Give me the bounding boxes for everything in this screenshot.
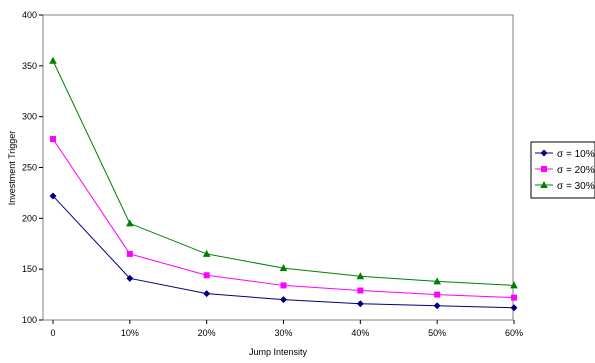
data-point	[510, 304, 518, 312]
data-point	[280, 296, 287, 304]
x-tick-label: 20%	[198, 328, 216, 338]
x-tick-label: 40%	[351, 328, 369, 338]
data-point	[50, 136, 56, 143]
y-tick-label: 100	[22, 315, 37, 325]
x-axis-title: Jump Intensity	[249, 347, 308, 357]
legend-marker	[540, 149, 548, 157]
legend-entry: σ = 10%	[535, 149, 595, 160]
y-tick-label: 250	[22, 163, 37, 173]
y-tick-label: 350	[22, 61, 37, 71]
data-point	[279, 264, 288, 272]
data-point	[434, 291, 441, 298]
legend-label: σ = 30%	[557, 181, 595, 192]
legend-label: σ = 10%	[557, 149, 595, 160]
data-point	[357, 287, 364, 294]
data-point	[203, 290, 211, 298]
data-point	[356, 300, 364, 308]
data-point	[202, 249, 211, 257]
y-tick-label: 300	[22, 112, 37, 122]
x-tick-label: 10%	[121, 328, 139, 338]
series-3	[49, 56, 518, 289]
y-tick-label: 400	[22, 10, 37, 20]
legend: σ = 10% σ = 20% σ = 30%	[530, 141, 595, 199]
legend-marker	[540, 181, 548, 188]
x-axis: 0 10% 20% 30% 40% 50% 60%	[50, 320, 523, 338]
y-tick-label: 200	[22, 213, 37, 223]
y-axis-title: Investment Trigger	[7, 131, 17, 206]
data-point	[280, 282, 287, 289]
y-tick-label: 150	[22, 264, 37, 274]
data-point	[126, 274, 134, 282]
data-point	[49, 56, 57, 64]
x-tick-label: 30%	[274, 328, 292, 338]
data-point	[49, 192, 57, 200]
x-tick-label: 60%	[505, 328, 523, 338]
legend-entry: σ = 20%	[535, 165, 595, 176]
legend-label: σ = 20%	[557, 165, 595, 176]
data-point	[356, 272, 365, 280]
data-point	[126, 219, 134, 227]
data-point	[510, 281, 518, 289]
plot-area	[42, 14, 514, 321]
x-tick-label: 0	[50, 328, 55, 338]
data-point	[433, 302, 441, 310]
legend-marker	[541, 166, 547, 172]
x-tick-label: 50%	[428, 328, 446, 338]
series-2	[50, 136, 517, 301]
series-1	[49, 192, 518, 312]
data-point	[433, 277, 441, 285]
data-point	[203, 272, 210, 279]
data-point	[126, 250, 133, 257]
series-layer	[49, 56, 518, 312]
data-point	[511, 294, 517, 301]
y-axis: 100 150 200 250 300 350 400	[22, 10, 43, 325]
legend-entry: σ = 30%	[535, 181, 595, 192]
